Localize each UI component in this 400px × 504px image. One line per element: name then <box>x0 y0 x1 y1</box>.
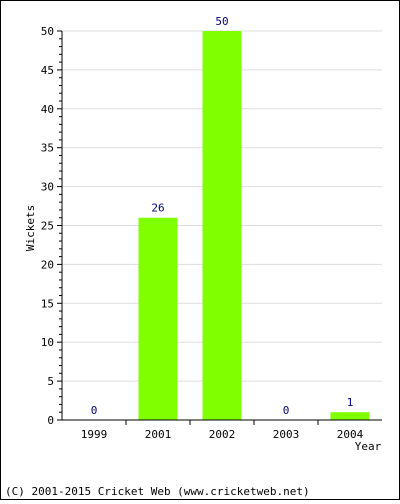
axes <box>57 30 382 425</box>
bar-2001 <box>138 217 178 420</box>
y-tick-label: 40 <box>41 103 54 116</box>
bars <box>138 31 370 420</box>
bar-2002 <box>202 31 242 420</box>
y-tick-label: 5 <box>47 375 54 388</box>
y-tick-label: 20 <box>41 258 54 271</box>
y-tick-label: 50 <box>41 25 54 38</box>
x-tick-label: 2004 <box>337 428 364 441</box>
y-axis-title: Wickets <box>24 205 37 251</box>
x-tick-label: 1999 <box>81 428 108 441</box>
y-tick-label: 35 <box>41 142 54 155</box>
bar-2004 <box>330 412 370 420</box>
data-label-2004: 1 <box>347 396 354 409</box>
data-label-2003: 0 <box>283 404 290 417</box>
x-tick-label: 2002 <box>209 428 236 441</box>
data-label-2002: 50 <box>215 15 228 28</box>
data-labels: 0 26 50 0 1 <box>91 15 354 417</box>
x-tick-label: 2001 <box>145 428 172 441</box>
y-tick-label: 25 <box>41 220 54 233</box>
y-tick-label: 30 <box>41 181 54 194</box>
y-tick-label: 10 <box>41 336 54 349</box>
data-label-2001: 26 <box>151 202 164 215</box>
y-tick-label: 0 <box>47 414 54 427</box>
y-tick-labels: 0 5 10 15 20 25 30 35 40 45 50 <box>41 25 54 427</box>
x-tick-label: 2003 <box>273 428 300 441</box>
y-tick-label: 45 <box>41 64 54 77</box>
data-label-1999: 0 <box>91 404 98 417</box>
x-axis-title: Year <box>355 440 382 453</box>
x-tick-labels: 1999 2001 2002 2003 2004 <box>81 428 364 441</box>
copyright-footer: (C) 2001-2015 Cricket Web (www.cricketwe… <box>5 485 310 498</box>
y-tick-label: 15 <box>41 297 54 310</box>
